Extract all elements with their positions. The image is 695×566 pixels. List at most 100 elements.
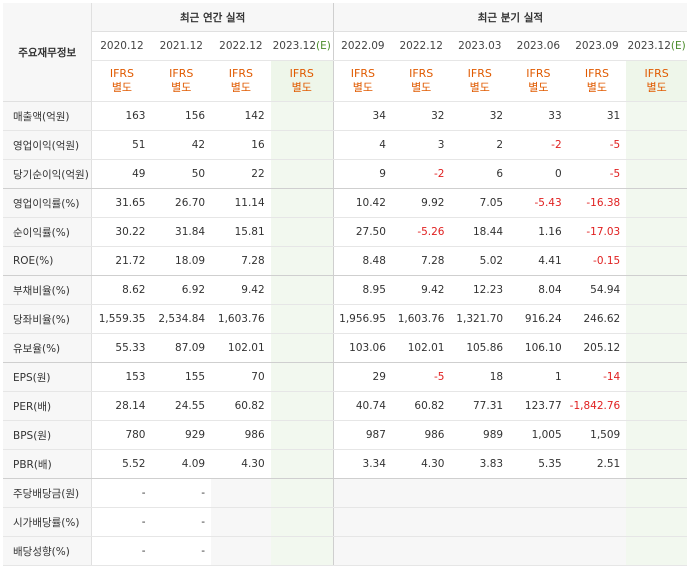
quarter-cell: 9.92 (391, 188, 451, 218)
row-label: 배당성향(%) (3, 536, 93, 566)
quarter-cell (626, 101, 687, 131)
quarter-cell: -14 (567, 362, 627, 392)
annual-cell (270, 188, 334, 218)
annual-cell (270, 130, 334, 160)
annual-cell (270, 159, 334, 189)
quarter-cell (626, 420, 687, 450)
quarter-cell (626, 188, 687, 218)
table-row: PBR(배) 5.52 4.09 4.30 3.34 4.30 3.83 5.35 2.51 (3, 449, 687, 479)
annual-cell: 21.72 (91, 246, 152, 276)
quarter-cell (626, 391, 687, 421)
quarter-cell: 3 (391, 130, 451, 160)
quarter-cell (450, 478, 510, 508)
annual-period-3: 2023.12(E) (270, 31, 334, 61)
table-row: BPS(원) 780 929 986 987 986 989 1,005 1,509 (3, 420, 687, 450)
quarter-period-0: 2022.09 (332, 31, 392, 61)
quarter-cell (509, 478, 568, 508)
annual-cell (270, 362, 334, 392)
annual-cell: 5.52 (91, 449, 152, 479)
quarter-cell (509, 507, 568, 537)
table-row: 순이익률(%) 30.22 31.84 15.81 27.50 -5.26 18.44 1.1… (3, 217, 687, 247)
quarter-cell (332, 478, 392, 508)
quarter-period-2: 2023.03 (450, 31, 510, 61)
quarter-cell: -5 (567, 159, 627, 189)
annual-cell: 929 (151, 420, 212, 450)
row-label: 영업이익률(%) (3, 188, 93, 218)
quarter-cell (626, 130, 687, 160)
annual-title: 최근 연간 실적 (91, 3, 334, 32)
annual-cell (270, 478, 334, 508)
table-row: 매출액(억원) 163 156 142 34 32 32 33 31 (3, 101, 687, 131)
estimate-mark: (E) (670, 40, 686, 52)
annual-cell: - (91, 536, 152, 566)
row-label: BPS(원) (3, 420, 93, 450)
quarter-cell: 123.77 (509, 391, 568, 421)
quarter-cell: -5 (391, 362, 451, 392)
quarter-cell: 77.31 (450, 391, 510, 421)
quarter-cell: -0.15 (567, 246, 627, 276)
annual-cell: 4.30 (211, 449, 271, 479)
annual-cell: 87.09 (151, 333, 212, 363)
annual-cell: 42 (151, 130, 212, 160)
quarter-cell: 1 (509, 362, 568, 392)
annual-cell (270, 246, 334, 276)
annual-period-0: 2020.12 (91, 31, 152, 61)
quarter-cell (567, 536, 627, 566)
quarter-cell: 9.42 (391, 275, 451, 305)
table-row: ROE(%) 21.72 18.09 7.28 8.48 7.28 5.02 4.41 -0.1… (3, 246, 687, 276)
ifrs-sep-label: IFRS 별도 (91, 60, 152, 102)
quarter-cell: 7.05 (450, 188, 510, 218)
quarter-cell: 106.10 (509, 333, 568, 363)
row-label: PBR(배) (3, 449, 93, 479)
row-label: EPS(원) (3, 362, 93, 392)
quarter-cell: 18 (450, 362, 510, 392)
quarter-cell: 989 (450, 420, 510, 450)
table-row: EPS(원) 153 155 70 29 -5 18 1 -14 (3, 362, 687, 392)
quarter-cell: 32 (450, 101, 510, 131)
annual-cell: 1,559.35 (91, 304, 152, 334)
annual-cell (270, 333, 334, 363)
annual-cell: 50 (151, 159, 212, 189)
annual-cell: - (91, 507, 152, 537)
quarter-cell (391, 507, 451, 537)
quarter-cell: 916.24 (509, 304, 568, 334)
annual-cell (211, 478, 271, 508)
quarter-period-5: 2023.12(E) (626, 31, 687, 61)
quarter-cell (332, 507, 392, 537)
annual-cell: 16 (211, 130, 271, 160)
annual-cell: 55.33 (91, 333, 152, 363)
quarter-cell (391, 536, 451, 566)
quarter-cell (567, 507, 627, 537)
annual-cell: 30.22 (91, 217, 152, 247)
quarter-cell: -2 (509, 130, 568, 160)
annual-cell: 51 (91, 130, 152, 160)
row-label: 주당배당금(원) (3, 478, 93, 508)
annual-cell: 4.09 (151, 449, 212, 479)
row-label: 부채비율(%) (3, 275, 93, 305)
quarter-cell: 32 (391, 101, 451, 131)
quarter-cell: -16.38 (567, 188, 627, 218)
quarter-cell (391, 478, 451, 508)
annual-cell (270, 275, 334, 305)
quarter-cell (626, 507, 687, 537)
quarter-period-1: 2022.12 (391, 31, 451, 61)
annual-cell: 70 (211, 362, 271, 392)
table-row: 영업이익(억원) 51 42 16 4 3 2 -2 -5 (3, 130, 687, 160)
table-row: 영업이익률(%) 31.65 26.70 11.14 10.42 9.92 7.05 -5.4… (3, 188, 687, 218)
quarter-cell: -5 (567, 130, 627, 160)
quarter-cell (509, 536, 568, 566)
quarter-cell (626, 478, 687, 508)
annual-cell (270, 101, 334, 131)
table-row: 당좌비율(%) 1,559.35 2,534.84 1,603.76 1,956.95 1… (3, 304, 687, 334)
row-label: 유보율(%) (3, 333, 93, 363)
quarter-cell: 27.50 (332, 217, 392, 247)
quarter-cell: 8.48 (332, 246, 392, 276)
annual-cell: 153 (91, 362, 152, 392)
ifrs-sep-label: IFRS 별도 (450, 60, 510, 102)
quarter-cell (626, 275, 687, 305)
quarter-cell: 7.28 (391, 246, 451, 276)
annual-cell (270, 217, 334, 247)
ifrs-sep-label: IFRS 별도 (211, 60, 271, 102)
quarter-period-3: 2023.06 (509, 31, 568, 61)
annual-cell: - (151, 536, 212, 566)
